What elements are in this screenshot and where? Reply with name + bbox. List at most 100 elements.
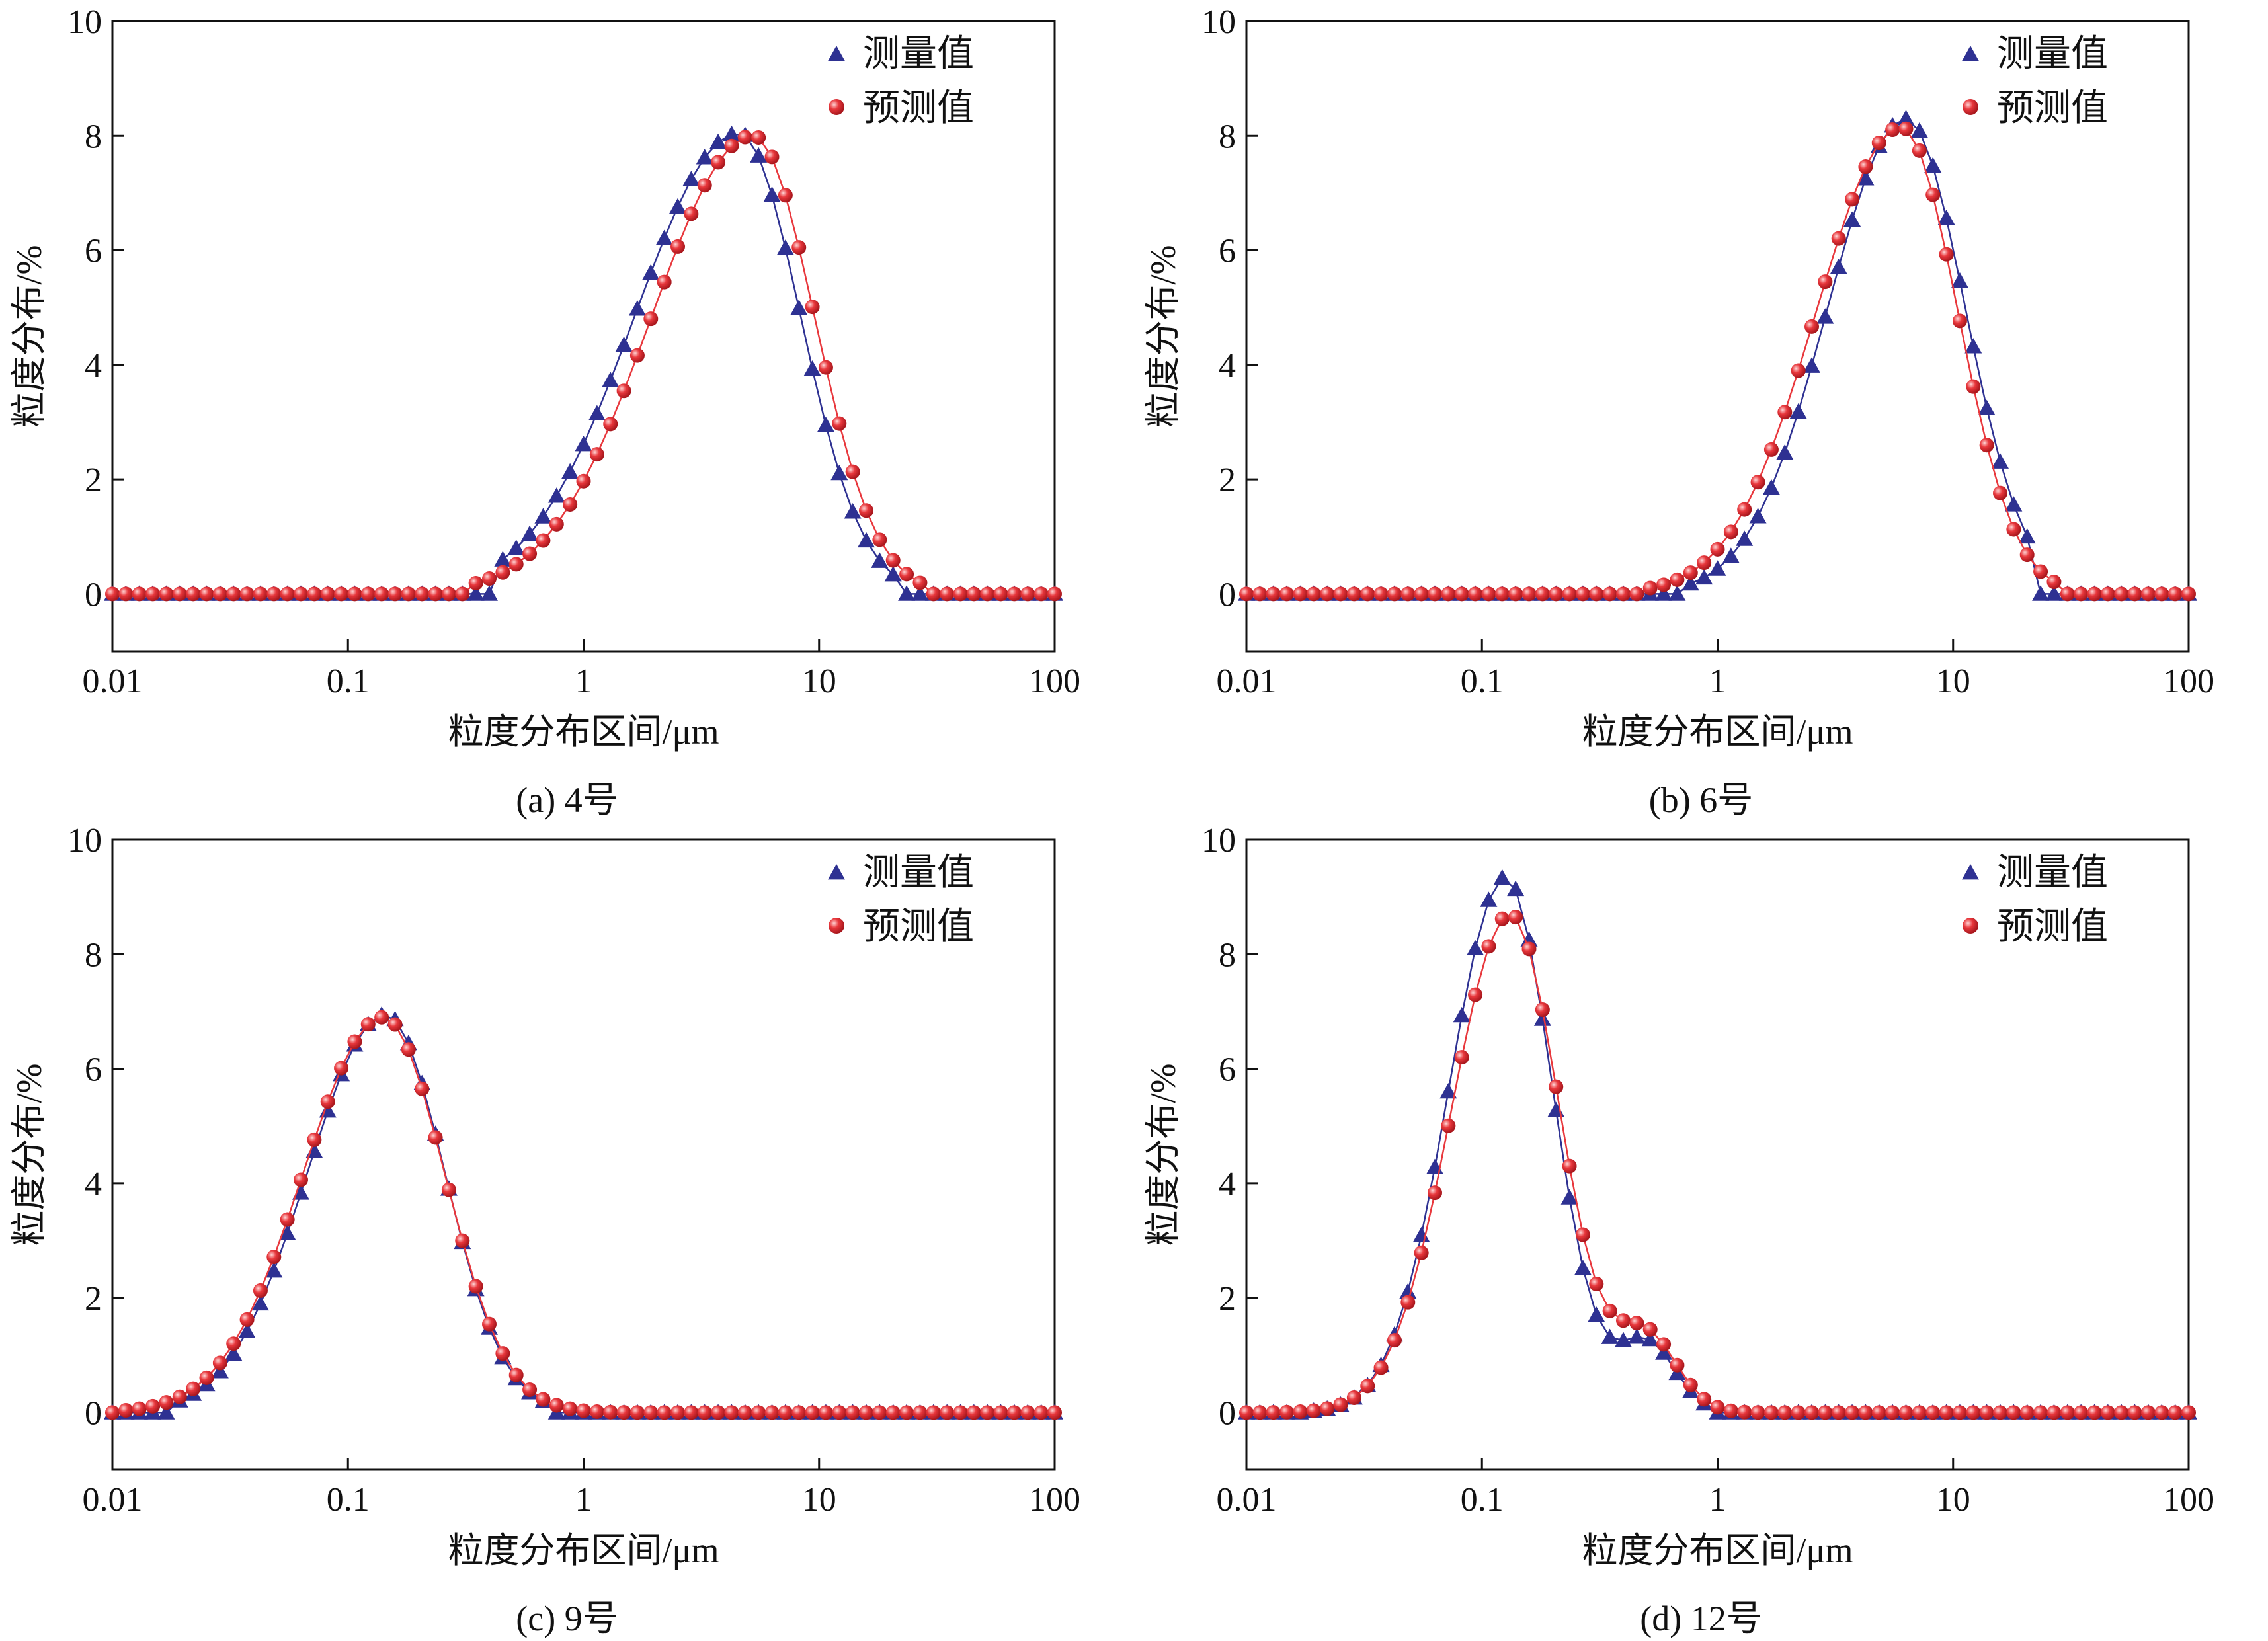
x-tick-label: 1	[575, 662, 592, 700]
panel-a: 0.01 0.1 1 10 100 0 2 4 6 8 10 粒度分布区间/μm 粒度分布/% 测量值 预测…	[0, 0, 1134, 820]
measured-point	[817, 417, 834, 432]
predicted-point	[603, 1404, 618, 1420]
y-tick-label: 8	[85, 118, 102, 155]
predicted-point	[1521, 586, 1537, 602]
panel-d: 0.01 0.1 1 10 100 0 2 4 6 8 10 粒度分布区间/μm 粒度分布/% 测量值 预测…	[1134, 819, 2268, 1638]
measured-point	[1722, 547, 1740, 563]
predicted-point	[2046, 575, 2062, 590]
predicted-point	[1279, 586, 1295, 602]
predicted-point	[1966, 379, 1981, 394]
predicted-point	[360, 1017, 376, 1032]
predicted-point	[1642, 580, 1658, 596]
predicted-point	[1360, 1379, 1375, 1394]
measured-point	[1615, 1332, 1632, 1347]
predicted-point	[1777, 405, 1793, 420]
predicted-point	[307, 1132, 322, 1147]
predicted-point	[2154, 586, 2169, 602]
predicted-point	[105, 1405, 120, 1420]
predicted-point	[1320, 1401, 1335, 1416]
predicted-point	[1683, 565, 1698, 580]
measured-point	[575, 435, 592, 452]
predicted-point	[1346, 1390, 1361, 1405]
predicted-point	[536, 533, 551, 548]
predicted-point	[1006, 1405, 1022, 1420]
measured-point	[723, 125, 741, 141]
measured-point	[1776, 444, 1794, 460]
predicted-point	[1293, 1404, 1308, 1420]
predicted-point	[697, 1405, 712, 1420]
measured-point	[1655, 1344, 1673, 1360]
predicted-point	[1400, 1295, 1416, 1310]
x-tick-label: 10	[1936, 662, 1970, 700]
predicted-point	[832, 1405, 847, 1420]
measured-point	[884, 565, 902, 582]
predicted-point	[926, 1405, 941, 1420]
predicted-point	[805, 300, 820, 315]
predicted-point	[684, 1405, 699, 1420]
predicted-point	[589, 447, 604, 462]
predicted-point	[1925, 1405, 1941, 1420]
y-tick-label: 2	[85, 1280, 102, 1318]
caption-a: (a) 4号	[516, 780, 618, 820]
predicted-point	[172, 1389, 187, 1404]
predicted-point	[2167, 586, 2183, 602]
predicted-point	[1831, 1405, 1846, 1420]
predicted-point	[253, 1283, 268, 1298]
predicted-point	[2060, 586, 2075, 602]
predicted-point	[778, 188, 793, 203]
predicted-point	[159, 586, 174, 602]
predicted-point	[1845, 1405, 1860, 1420]
predicted-point	[1670, 1357, 1685, 1373]
measured-point	[1641, 1330, 1659, 1347]
y-tick-label: 2	[85, 461, 102, 499]
measured-point	[251, 1295, 269, 1311]
x-tick-label: 1	[575, 1481, 592, 1519]
predicted-point	[441, 586, 456, 602]
legend-measured-marker	[828, 864, 845, 880]
predicted-point	[603, 417, 618, 432]
predicted-point	[1952, 1405, 1967, 1420]
y-tick-label: 8	[1219, 936, 1236, 974]
measured-point	[1588, 1306, 1605, 1322]
predicted-point	[885, 1405, 901, 1420]
y-tick-label: 6	[1219, 233, 1236, 270]
predicted-point	[1468, 586, 1483, 602]
predicted-point	[374, 586, 389, 602]
predicted-point	[778, 1405, 793, 1420]
predicted-point	[1737, 502, 1752, 517]
legend-predicted-label: 预测值	[1997, 88, 2108, 129]
measured-point	[561, 463, 579, 479]
measured-point	[2045, 585, 2063, 601]
x-tick-label: 10	[1936, 1481, 1970, 1519]
measured-point	[1695, 569, 1713, 585]
predicted-point	[1737, 1404, 1752, 1420]
y-tick-label: 6	[85, 1051, 102, 1089]
predicted-point	[1535, 1002, 1550, 1018]
y-axis-label: 粒度分布/%	[9, 245, 49, 428]
predicted-point	[670, 1405, 685, 1420]
predicted-point	[764, 149, 780, 165]
y-tick-label: 0	[1219, 1394, 1236, 1432]
predicted-point	[1239, 586, 1254, 602]
predicted-point	[1333, 586, 1348, 602]
measured-point	[642, 264, 660, 280]
predicted-point	[172, 586, 187, 602]
predicted-point	[1239, 1405, 1254, 1420]
predicted-point	[2181, 586, 2196, 602]
predicted-point	[1939, 1405, 1954, 1420]
predicted-point	[1845, 192, 1860, 207]
y-tick-label: 10	[1201, 3, 1236, 41]
predicted-point	[1047, 586, 1062, 602]
predicted-point	[1266, 1405, 1281, 1420]
predicted-point	[199, 586, 214, 602]
predicted-point	[711, 1405, 726, 1420]
predicted-point	[132, 1401, 147, 1416]
predicted-point	[360, 586, 376, 602]
predicted-point	[253, 586, 268, 602]
predicted-point	[872, 1405, 887, 1420]
predicted-point	[751, 1405, 766, 1420]
measured-point	[1803, 357, 1820, 373]
measured-point	[2032, 585, 2050, 601]
predicted-point	[1952, 313, 1967, 329]
predicted-point	[764, 1405, 780, 1420]
